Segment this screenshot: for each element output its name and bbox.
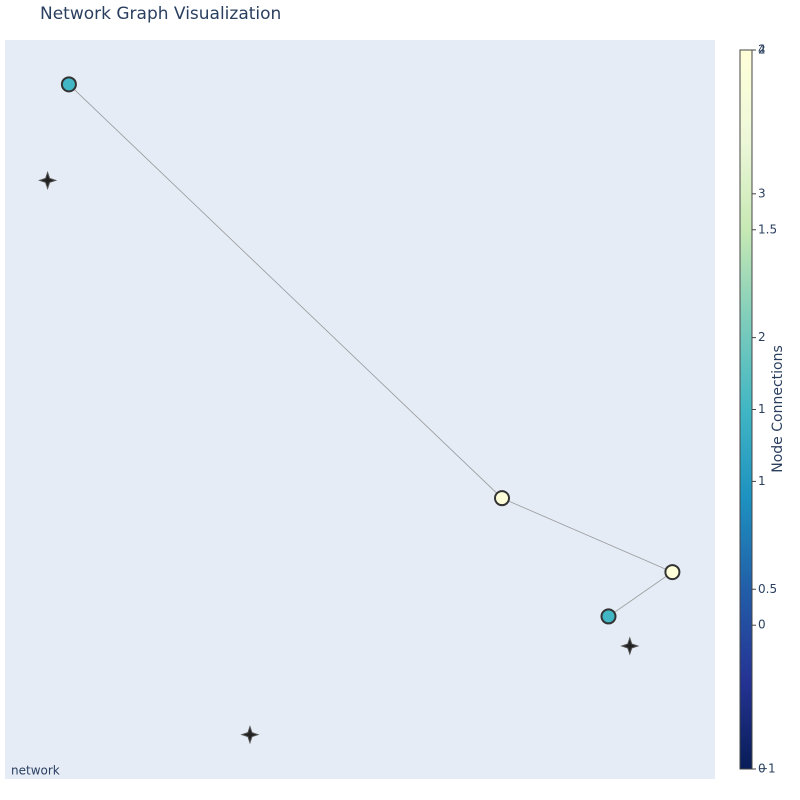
star-marker [38,170,58,190]
edge [501,497,673,573]
colorbar-tick-label: 0 [758,762,766,776]
colorbar-tick-label: −1 [758,762,776,776]
colorbar-tick-label: 0 [758,618,766,632]
node [60,76,77,93]
plot-area [5,40,715,779]
annotation: network [11,764,60,778]
colorbar-title: Node Connections [770,345,786,473]
colorbar-tick-label: 3 [758,186,766,200]
node [494,490,510,507]
node [600,608,617,625]
node [664,564,681,581]
star-marker [620,636,640,656]
colorbar [739,49,753,770]
chart-title: Network Graph Visualization [40,4,281,24]
edge [68,84,503,499]
colorbar-tick-label: 0.5 [758,582,777,596]
colorbar-tick-label: 4 [758,43,766,57]
colorbar-tick-label: 1 [758,402,766,416]
colorbar-tick-label: 1.5 [758,222,777,236]
colorbar-tick-label: 1 [758,474,766,488]
colorbar-tick-label: 2 [758,330,766,344]
star-marker [240,725,260,745]
colorbar-tick-label: 2 [758,43,766,57]
edge [608,571,673,617]
